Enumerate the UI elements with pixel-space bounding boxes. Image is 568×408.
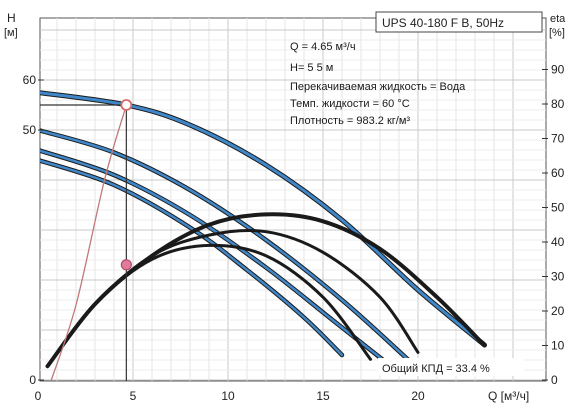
x-tick-label: 20	[411, 389, 425, 403]
efficiency-label: Общий КПД = 33.4 %	[382, 363, 490, 375]
efficiency-label-box	[378, 358, 524, 376]
x-axis-label: Q [м³/ч]	[488, 389, 529, 403]
power-curve	[50, 104, 128, 381]
x-tick-label: 5	[130, 389, 137, 403]
right-tick-label: 80	[551, 97, 565, 111]
left-tick-label: 0	[29, 373, 36, 387]
tick-labels: 0 5 10 15 20 0 50 60 0 10 20 30 40 50 60 70 80 90	[23, 63, 565, 404]
right-tick-label: 30	[551, 270, 565, 284]
operating-point-head-marker	[120, 99, 133, 111]
right-tick-label: 40	[551, 235, 565, 249]
left-tick-label: 50	[23, 123, 37, 137]
operating-guides	[40, 104, 127, 381]
right-tick-label: 70	[551, 132, 565, 146]
title-box	[375, 11, 543, 33]
right-tick-label: 60	[551, 166, 565, 180]
info-head: H= 5 5 м	[290, 62, 333, 74]
efficiency-curve	[46, 243, 372, 368]
head-curve	[40, 159, 344, 357]
info-temperature: Темп. жидкости = 60 °C	[290, 98, 410, 110]
x-tick-label: 10	[221, 389, 235, 403]
left-tick-label: 60	[23, 73, 37, 87]
x-tick-label: 0	[35, 389, 42, 403]
right-tick-label: 0	[551, 373, 558, 387]
x-tick-label: 15	[316, 389, 330, 403]
right-axis-label-eta: eta	[550, 13, 566, 25]
left-axis-label-unit: [м]	[4, 27, 18, 39]
chart-title: UPS 40-180 F B, 50Hz	[382, 16, 504, 30]
info-flow: Q = 4.65 м³/ч	[290, 41, 356, 53]
head-curve	[40, 149, 391, 367]
info-fluid: Перекачиваемая жидкость = Вода	[290, 81, 466, 93]
right-tick-label: 50	[551, 201, 565, 215]
info-density: Плотность = 983.2 кг/м³	[290, 115, 410, 127]
right-axis-label-unit: [%]	[549, 27, 565, 39]
right-tick-label: 90	[551, 63, 565, 77]
right-tick-label: 20	[551, 304, 565, 318]
left-axis-label-h: H	[7, 11, 16, 25]
right-tick-label: 10	[551, 339, 565, 353]
operating-markers	[120, 99, 133, 271]
operating-point-efficiency-marker	[120, 259, 132, 271]
